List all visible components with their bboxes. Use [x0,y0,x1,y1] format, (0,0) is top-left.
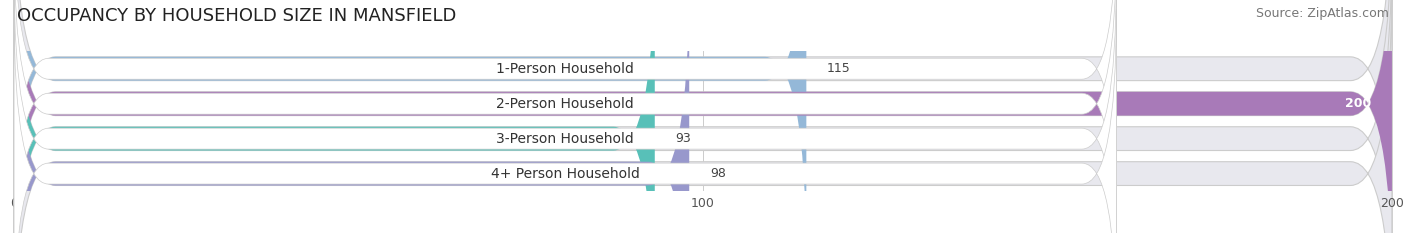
Text: Source: ZipAtlas.com: Source: ZipAtlas.com [1256,7,1389,20]
FancyBboxPatch shape [14,0,1392,233]
Text: 4+ Person Household: 4+ Person Household [491,167,640,181]
FancyBboxPatch shape [14,0,1116,233]
Text: OCCUPANCY BY HOUSEHOLD SIZE IN MANSFIELD: OCCUPANCY BY HOUSEHOLD SIZE IN MANSFIELD [17,7,456,25]
Text: 98: 98 [710,167,725,180]
Text: 93: 93 [675,132,692,145]
FancyBboxPatch shape [14,9,1116,233]
FancyBboxPatch shape [14,0,1116,233]
Text: 3-Person Household: 3-Person Household [496,132,634,146]
Text: 2-Person Household: 2-Person Household [496,97,634,111]
FancyBboxPatch shape [14,0,1392,233]
FancyBboxPatch shape [14,0,689,233]
FancyBboxPatch shape [14,0,807,233]
FancyBboxPatch shape [14,0,1392,233]
FancyBboxPatch shape [14,0,1392,233]
FancyBboxPatch shape [14,0,1116,233]
Text: 115: 115 [827,62,851,75]
Text: 200: 200 [1346,97,1371,110]
FancyBboxPatch shape [14,0,1392,233]
Text: 1-Person Household: 1-Person Household [496,62,634,76]
FancyBboxPatch shape [14,0,655,233]
